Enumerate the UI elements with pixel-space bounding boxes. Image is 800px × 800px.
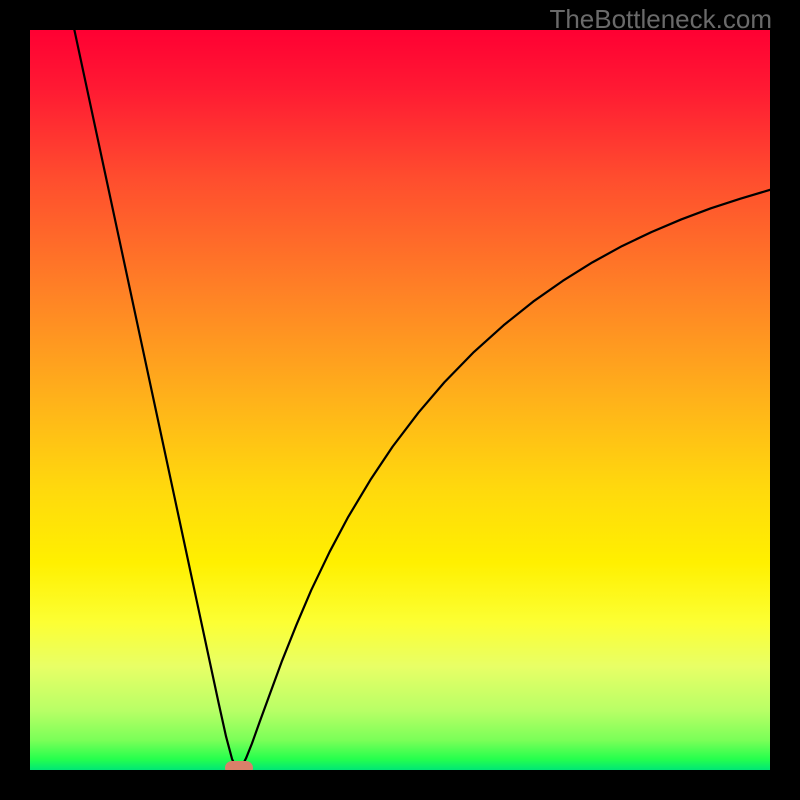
optimum-marker	[225, 761, 253, 770]
chart-frame: TheBottleneck.com	[0, 0, 800, 800]
watermark-text: TheBottleneck.com	[549, 4, 772, 35]
plot-svg	[30, 30, 770, 770]
plot-area	[30, 30, 770, 770]
gradient-background	[30, 30, 770, 770]
